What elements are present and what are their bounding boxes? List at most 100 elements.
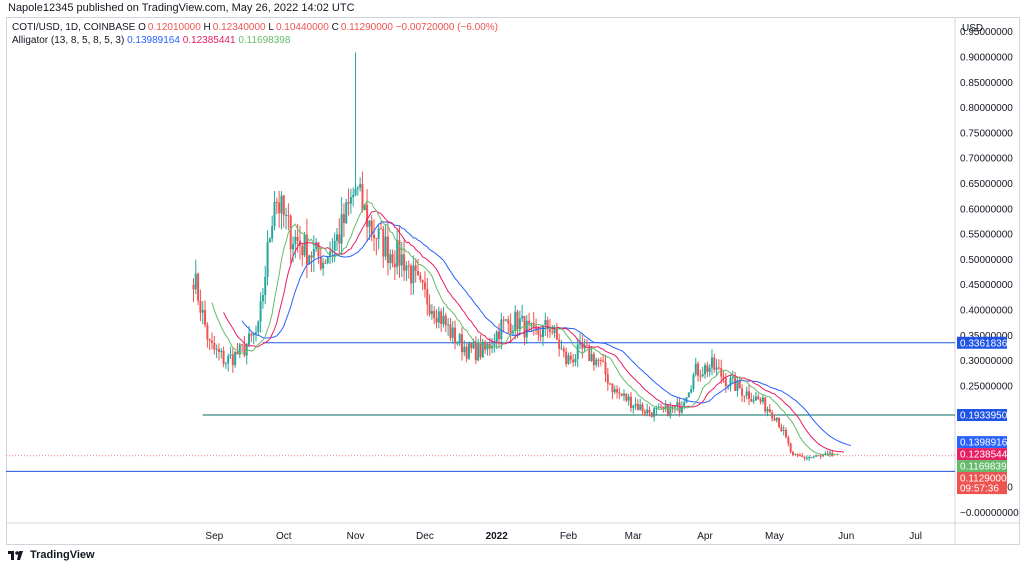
candle-body bbox=[778, 417, 781, 427]
candle-body bbox=[775, 417, 778, 421]
candle-body bbox=[493, 342, 496, 346]
low-label: L bbox=[268, 22, 274, 33]
candle-body bbox=[465, 346, 468, 359]
candle-body bbox=[613, 389, 616, 393]
candle-body bbox=[697, 363, 700, 376]
candle-body bbox=[699, 375, 702, 377]
candle-body bbox=[625, 393, 628, 401]
candle-body bbox=[259, 301, 262, 322]
candle-body bbox=[567, 355, 570, 365]
candle-body bbox=[430, 310, 433, 315]
candle-body bbox=[257, 321, 260, 332]
candle-body bbox=[509, 323, 512, 334]
candle-body bbox=[391, 254, 394, 264]
candle-body bbox=[525, 320, 528, 338]
candle-body bbox=[822, 454, 825, 456]
candle-body bbox=[479, 343, 482, 358]
candle-body bbox=[363, 204, 366, 211]
x-tick-label: Sep bbox=[205, 531, 223, 542]
candle-body bbox=[428, 304, 431, 315]
candle-body bbox=[495, 331, 498, 343]
y-tick-label: 0.55000000 bbox=[960, 230, 1013, 241]
y-tick-label: 0.80000000 bbox=[960, 103, 1013, 114]
candle-body bbox=[467, 342, 470, 359]
candle-body bbox=[410, 265, 413, 284]
y-tick-label: −0.00000000 bbox=[960, 508, 1019, 519]
candle-body bbox=[532, 323, 535, 327]
indicator-label[interactable]: Alligator (13, 8, 5, 8, 5, 3) bbox=[12, 35, 125, 46]
y-tick-label: 0.50000000 bbox=[960, 255, 1013, 266]
candle-body bbox=[514, 311, 517, 331]
candle-body bbox=[301, 245, 304, 256]
candle-body bbox=[317, 242, 320, 257]
x-tick-label: Feb bbox=[560, 531, 578, 542]
candle-body bbox=[743, 395, 746, 397]
candle-body bbox=[759, 399, 762, 402]
candle-body bbox=[664, 405, 667, 410]
candle-body bbox=[660, 406, 663, 408]
high-label: H bbox=[203, 22, 211, 33]
candle-body bbox=[215, 348, 218, 350]
candle-body bbox=[657, 406, 660, 408]
candle-body bbox=[352, 194, 355, 198]
candle-body bbox=[444, 315, 447, 326]
candle-body bbox=[576, 344, 579, 359]
x-tick-label: Dec bbox=[416, 531, 434, 542]
candle-body bbox=[324, 262, 327, 264]
candle-body bbox=[254, 331, 257, 334]
candle-body bbox=[222, 350, 225, 364]
candle-body bbox=[375, 238, 378, 240]
candle-body bbox=[530, 323, 533, 325]
candle-body bbox=[504, 319, 507, 321]
candle-body bbox=[199, 300, 202, 313]
x-tick-label: Apr bbox=[697, 531, 713, 542]
candle-body bbox=[192, 284, 195, 290]
symbol-label[interactable]: COTI/USD, 1D, COINBASE bbox=[12, 22, 136, 33]
candle-body bbox=[595, 359, 598, 365]
candle-body bbox=[555, 327, 558, 340]
candle-body bbox=[201, 310, 204, 313]
y-tick-label: 0.30000000 bbox=[960, 356, 1013, 367]
alligator-lines bbox=[211, 200, 851, 456]
candle-body bbox=[368, 220, 371, 227]
candle-body bbox=[204, 310, 207, 325]
candle-body bbox=[639, 404, 642, 410]
candle-body bbox=[623, 393, 626, 396]
candle-body bbox=[687, 392, 690, 398]
candle-body bbox=[729, 377, 732, 386]
candle-body bbox=[252, 333, 255, 336]
candle-body bbox=[396, 240, 399, 268]
candle-body bbox=[315, 242, 318, 249]
candle-body bbox=[782, 430, 785, 432]
candle-body bbox=[516, 311, 519, 330]
tradingview-logo-icon bbox=[8, 551, 23, 560]
candle-body bbox=[398, 240, 401, 266]
candle-body bbox=[780, 426, 783, 432]
candle-body bbox=[460, 334, 463, 353]
candle-body bbox=[264, 276, 267, 296]
y-tick-label: 0.85000000 bbox=[960, 78, 1013, 89]
candle-body bbox=[764, 397, 767, 412]
candle-body bbox=[808, 457, 811, 459]
candle-body bbox=[597, 359, 600, 361]
candle-body bbox=[440, 311, 443, 324]
x-axis-ticks: Sep Oct Nov Dec 2022 Feb Mar Apr May Jun Jul bbox=[205, 531, 922, 542]
close-value: 0.11290000 bbox=[340, 22, 393, 33]
candle-body bbox=[405, 265, 408, 271]
candle-body bbox=[704, 365, 707, 375]
candle-body bbox=[335, 234, 338, 241]
candle-body bbox=[250, 333, 253, 336]
price-badges: 0.336183680.193395060.081922400.13989164… bbox=[957, 336, 1013, 495]
candle-body bbox=[618, 392, 621, 394]
bar-countdown: 09:57:36 bbox=[960, 484, 999, 495]
candle-body bbox=[585, 345, 588, 347]
candle-body bbox=[389, 254, 392, 264]
candle-body bbox=[558, 339, 561, 349]
candle-body bbox=[229, 354, 232, 356]
candle-body bbox=[213, 343, 216, 350]
candle-body bbox=[548, 329, 551, 332]
hline-price-badge bbox=[957, 336, 1007, 349]
candle-body bbox=[292, 244, 295, 250]
candle-body bbox=[197, 273, 200, 301]
